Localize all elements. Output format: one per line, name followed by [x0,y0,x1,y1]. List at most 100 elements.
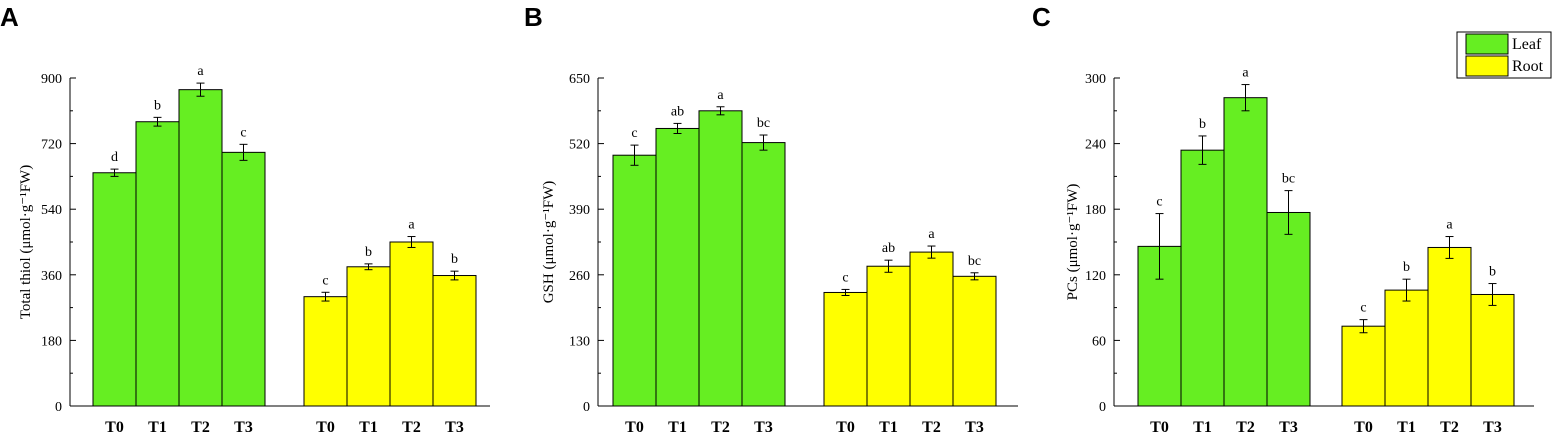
category-label: T3 [445,419,464,435]
category-label: T0 [316,419,335,435]
y-tick-label: 720 [41,138,62,153]
bar-leaf-t1 [135,121,180,407]
significance-label: b [1403,260,1410,275]
bar-root-t3 [432,275,477,407]
category-label: T2 [191,419,210,435]
bar-root-t3 [952,275,997,407]
category-label: T2 [1236,419,1255,435]
y-tick-label: 0 [1099,400,1106,415]
significance-label: c [1360,301,1366,316]
category-label: T1 [359,419,378,435]
category-label: T1 [879,419,898,435]
legend-swatch-leaf [1465,33,1509,55]
bar-root-t1 [1384,289,1429,407]
significance-label: ab [671,104,684,119]
significance-label: ab [882,241,895,256]
significance-label: a [197,64,204,79]
bar-leaf-t3 [221,151,266,407]
category-label: T1 [668,419,687,435]
significance-label: a [717,88,724,103]
legend-swatch-root [1465,55,1509,77]
y-tick-label: 240 [1085,138,1106,153]
category-label: T1 [1397,419,1416,435]
bar-leaf-t2 [698,110,743,407]
category-label: T2 [922,419,941,435]
category-label: T3 [965,419,984,435]
y-tick-label: 390 [569,203,590,218]
category-label: T3 [754,419,773,435]
legend-label-root: Root [1512,58,1544,75]
category-label: T2 [1440,419,1459,435]
bar-root-t2 [909,251,954,407]
y-tick-label: 540 [41,203,62,218]
bar-root-t3 [1470,293,1515,407]
chart-panel-b: B 0 130 260 390 520 650 GSH (μmol·g⁻¹FW) c T0 ab T1… [524,2,1018,435]
category-label: T1 [148,419,167,435]
y-tick-label: 120 [1085,269,1106,284]
category-label: T2 [711,419,730,435]
significance-label: b [154,98,161,113]
bar-leaf-t1 [655,127,700,407]
y-tick-label: 900 [41,72,62,87]
y-axis-title: GSH (μmol·g⁻¹FW) [541,181,557,304]
y-axis-title: PCs (μmol·g⁻¹FW) [1065,184,1081,301]
significance-label: b [1489,265,1496,280]
category-label: T0 [1150,419,1169,435]
legend: Leaf Root [1456,31,1552,79]
y-tick-label: 0 [583,400,590,415]
bar-root-t2 [389,241,434,407]
category-label: T1 [1193,419,1212,435]
bar-root-t2 [1427,246,1472,407]
panel-letter: C [1032,2,1051,32]
bar-leaf-t2 [1223,97,1268,407]
significance-label: bc [1282,172,1295,187]
bar-leaf-t3 [1266,211,1311,407]
bar-root-t0 [1341,325,1386,407]
significance-label: b [365,245,372,260]
bar-leaf-t3 [741,142,786,407]
category-label: T3 [1483,419,1502,435]
significance-label: c [240,125,246,140]
chart-panel-c: C 0 60 120 180 240 300 PCs (μmol·g⁻¹FW) c T0 b T1 a T… [1032,2,1534,435]
y-tick-label: 520 [569,138,590,153]
y-tick-label: 360 [41,269,62,284]
chart-panel-a: A 0 180 360 540 720 900 Total thiol (μmol·g⁻¹FW… [0,2,490,435]
significance-label: c [322,273,328,288]
panel-letter: A [0,2,19,32]
significance-label: c [842,270,848,285]
category-label: T0 [105,419,124,435]
significance-label: d [111,150,118,165]
bar-leaf-t0 [92,172,137,407]
y-tick-label: 130 [569,334,590,349]
bar-root-t0 [303,296,348,407]
bar-root-t1 [866,265,911,407]
category-label: T3 [1279,419,1298,435]
y-tick-label: 180 [1085,203,1106,218]
bar-root-t1 [346,266,391,407]
bar-root-t0 [823,291,868,407]
category-label: T0 [625,419,644,435]
legend-label-leaf: Leaf [1512,36,1542,53]
significance-label: a [1446,218,1453,233]
y-tick-label: 60 [1092,334,1106,349]
y-tick-label: 180 [41,334,62,349]
y-tick-label: 300 [1085,72,1106,87]
y-tick-label: 0 [55,400,62,415]
significance-label: c [631,126,637,141]
y-axis-title: Total thiol (μmol·g⁻¹FW) [18,165,34,319]
significance-label: a [928,227,935,242]
category-label: T3 [234,419,253,435]
significance-label: bc [968,254,981,269]
category-label: T2 [402,419,421,435]
panel-letter: B [524,2,543,32]
significance-label: a [1242,66,1249,81]
bar-leaf-t2 [178,89,223,407]
significance-label: c [1156,195,1162,210]
significance-label: a [408,218,415,233]
category-label: T0 [1354,419,1373,435]
y-tick-label: 260 [569,269,590,284]
significance-label: b [451,252,458,267]
y-tick-label: 650 [569,72,590,87]
bar-leaf-t0 [612,154,657,407]
